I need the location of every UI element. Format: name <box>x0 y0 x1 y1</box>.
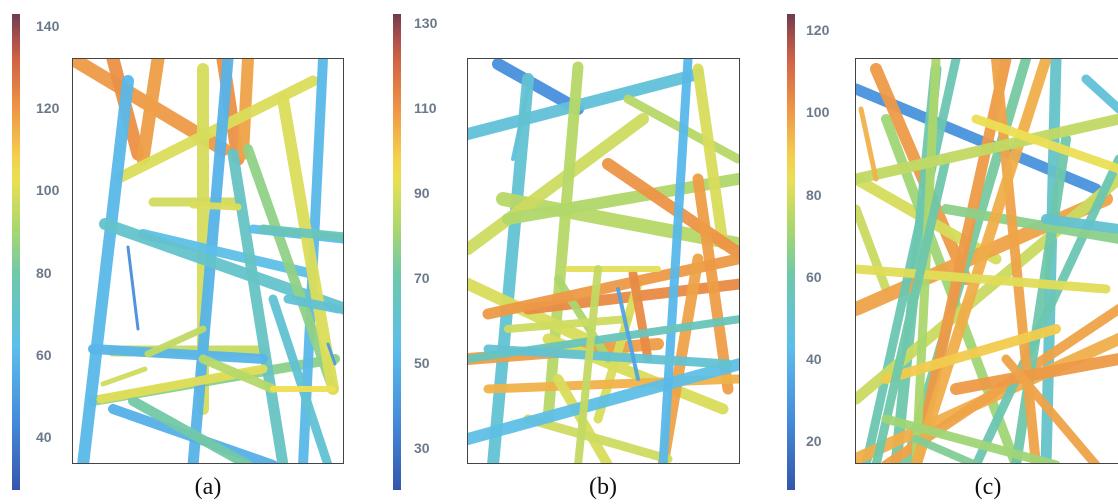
colorbar-tick-label: 80 <box>806 186 822 203</box>
colorbar-tick-label: 50 <box>414 354 430 371</box>
fiber <box>99 218 343 315</box>
fiber <box>1011 134 1071 463</box>
fiber <box>861 59 961 463</box>
fiber <box>504 315 632 333</box>
fiber <box>128 396 253 463</box>
fiber <box>856 113 1118 185</box>
caption-c: (c) <box>974 474 1002 500</box>
fiber <box>542 61 584 425</box>
caption-b: (b) <box>589 474 617 500</box>
colorbar-tick-label: 130 <box>414 14 438 31</box>
fiber <box>881 324 1061 384</box>
fiber <box>1081 74 1118 114</box>
fiber <box>971 114 1118 174</box>
colorbar-tick-label: 40 <box>806 350 822 367</box>
fiber <box>144 325 207 358</box>
fiber <box>856 204 891 294</box>
colorbar-tick-label: 20 <box>806 432 822 449</box>
fiber <box>871 154 951 463</box>
fiber <box>1001 354 1101 463</box>
fiber <box>941 204 1118 244</box>
colorbar-tick-label: 140 <box>36 18 60 35</box>
fiber <box>483 344 733 369</box>
fiber <box>468 68 704 140</box>
fiber <box>277 93 339 395</box>
fiber <box>616 287 640 381</box>
colorbar-tick-label: 40 <box>36 428 52 445</box>
fiber <box>912 435 980 463</box>
fiber <box>227 148 289 463</box>
fiber <box>523 414 673 463</box>
fiber <box>858 106 879 182</box>
fiber <box>574 265 602 463</box>
fiber <box>237 59 254 160</box>
fiber <box>971 154 1118 463</box>
fiber <box>692 63 729 250</box>
fiber <box>283 294 343 314</box>
fiber <box>77 75 134 463</box>
fiber <box>136 59 165 166</box>
fiber <box>468 113 649 255</box>
colorbar-a <box>12 14 20 490</box>
colorbar-tick-label: 70 <box>414 269 430 286</box>
fiber <box>326 342 337 366</box>
colorbar-tick-label: 60 <box>806 268 822 285</box>
fiber <box>910 59 1052 463</box>
fiber <box>492 59 584 115</box>
fiber <box>258 224 343 242</box>
colorbar-tick-label: 90 <box>414 184 430 201</box>
fiber <box>692 173 734 395</box>
fiber-image-b <box>467 58 740 464</box>
fiber <box>602 158 739 260</box>
fiber <box>658 59 693 463</box>
colorbar-tick-label: 120 <box>36 100 60 117</box>
fiber <box>100 366 148 387</box>
fiber <box>189 201 242 211</box>
colorbar-tick-label: 100 <box>36 182 60 199</box>
fiber <box>856 264 1111 294</box>
fiber <box>468 358 739 445</box>
fiber <box>268 294 333 463</box>
fiber-image-c <box>855 58 1118 464</box>
caption-a: (a) <box>194 474 222 500</box>
colorbar-tick-label: 30 <box>414 439 430 456</box>
fiber <box>88 344 268 364</box>
fiber <box>881 414 1061 463</box>
colorbar-c <box>787 14 795 490</box>
colorbar-tick-label: 100 <box>806 104 830 121</box>
colorbar-tick-label: 60 <box>36 346 52 363</box>
fiber <box>496 192 739 251</box>
fiber <box>950 353 1118 395</box>
fiber <box>243 144 338 394</box>
fiber <box>126 245 140 331</box>
fiber <box>1041 214 1118 234</box>
fiber-image-a <box>72 58 344 464</box>
colorbar-tick-label: 80 <box>36 264 52 281</box>
fiber <box>198 354 278 394</box>
colorbar-tick-label: 120 <box>806 22 830 39</box>
colorbar-b <box>393 14 401 490</box>
colorbar-tick-label: 110 <box>414 99 437 116</box>
fiber <box>487 73 534 463</box>
fiber <box>628 269 653 364</box>
